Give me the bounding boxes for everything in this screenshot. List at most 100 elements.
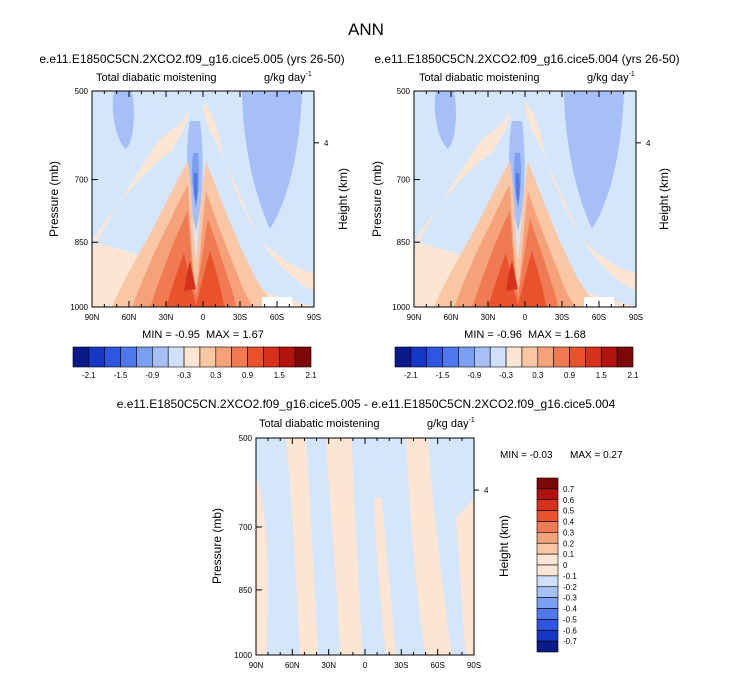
panel-2-colorbar-cell-10 bbox=[536, 586, 559, 598]
panel-0-colorbar-cell-11 bbox=[247, 346, 264, 368]
panel-0-colorbar-label-4: 0.3 bbox=[210, 371, 222, 380]
panel-2-ylabel-right: Height (km) bbox=[497, 515, 511, 577]
panel-0-xtick-label-2: 30N bbox=[159, 313, 174, 322]
panel-0-colorbar-cell-1 bbox=[88, 346, 106, 368]
panel-2-variable: Total diabatic moistening bbox=[259, 418, 379, 430]
panel-1-colorbar-cell-13 bbox=[600, 346, 618, 368]
panel-0-colorbar-cell-14 bbox=[294, 346, 312, 368]
panel-2-colorbar-label-3: 0.4 bbox=[563, 518, 575, 527]
panel-1-xtick-label-0: 90N bbox=[407, 313, 422, 322]
panel-1-colorbar-cell-0 bbox=[394, 346, 412, 368]
panel-2-colorbar-label-6: 0.1 bbox=[563, 550, 575, 559]
panel-2-ylabel: Pressure (mb) bbox=[210, 508, 224, 584]
panel-2-colorbar-cell-8 bbox=[536, 564, 559, 577]
panel-1-xtick-label-3: 0 bbox=[523, 313, 528, 322]
panel-0-ytick-label-0: 500 bbox=[75, 87, 89, 96]
panel-2-colorbar-label-13: -0.6 bbox=[563, 626, 577, 635]
panel-1-colorbar-cell-7 bbox=[505, 346, 523, 368]
panel-0-colorbar-cell-12 bbox=[263, 346, 280, 368]
panel-2-colorbar-label-8: -0.1 bbox=[563, 572, 577, 581]
panel-2-colorbar-label-12: -0.5 bbox=[563, 615, 577, 624]
panel-0-xtick-label-6: 90S bbox=[307, 313, 321, 322]
panel-2-colorbar-cell-0 bbox=[536, 477, 559, 490]
panel-2-colorbar-label-7: 0 bbox=[563, 561, 568, 570]
panel-2-xtick-label-2: 30N bbox=[321, 661, 336, 670]
panel-1-colorbar-cell-3 bbox=[442, 346, 459, 368]
panel-2-colorbar-label-4: 0.3 bbox=[563, 528, 575, 537]
panel-2-colorbar-label-14: -0.7 bbox=[563, 637, 577, 646]
panel-0-colorbar-cell-4 bbox=[136, 346, 153, 368]
panel-0-xtick-label-4: 30S bbox=[233, 313, 247, 322]
panel-2-colorbar-cell-1 bbox=[536, 488, 559, 501]
panel-1-colorbar-cell-6 bbox=[489, 346, 507, 368]
panel-1-colorbar-cell-9 bbox=[537, 346, 554, 368]
panel-0: e.e11.E1850C5CN.2XCO2.f09_g16.cice5.005 … bbox=[39, 52, 350, 380]
panel-0-colorbar-label-6: 1.5 bbox=[274, 371, 286, 380]
panel-1-units: g/kg day-1 bbox=[587, 71, 635, 84]
panel-0-units: g/kg day-1 bbox=[264, 71, 312, 84]
panel-1-xtick-label-1: 60N bbox=[444, 313, 459, 322]
panel-0-colorbar-label-3: -0.3 bbox=[177, 371, 191, 380]
panel-2-colorbar-cell-11 bbox=[536, 597, 559, 609]
panel-1-ytick-label-2: 850 bbox=[397, 238, 411, 247]
panel-2-stats-min: MIN = -0.03 bbox=[500, 450, 553, 461]
panel-2-ytick-label-1: 700 bbox=[239, 523, 253, 532]
panel-2-colorbar-cell-9 bbox=[536, 575, 559, 588]
panel-0-xtick-label-0: 90N bbox=[85, 313, 100, 322]
panel-0-xtick-label-3: 0 bbox=[201, 313, 206, 322]
panel-1-ylabel-right: Height (km) bbox=[657, 168, 671, 230]
panel-1-colorbar-cell-11 bbox=[569, 346, 586, 368]
panel-0-colorbar-cell-3 bbox=[120, 346, 137, 368]
panel-1-ytick-label-1: 700 bbox=[397, 176, 411, 185]
panel-2-stats-max: MAX = 0.27 bbox=[570, 450, 623, 461]
panel-0-colorbar-cell-10 bbox=[231, 346, 248, 368]
panel-1-ytick-right-label-0: 4 bbox=[646, 139, 651, 148]
panel-0-colorbar-cell-8 bbox=[199, 346, 217, 368]
panel-0-ytick-label-1: 700 bbox=[75, 176, 89, 185]
panel-1-colorbar-cell-8 bbox=[521, 346, 539, 368]
panel-0-colorbar-cell-9 bbox=[215, 346, 232, 368]
panel-1-ytick-label-3: 1000 bbox=[392, 303, 410, 312]
panel-1-colorbar-cell-2 bbox=[426, 346, 443, 368]
panel-1-colorbar-label-0: -2.1 bbox=[404, 371, 418, 380]
panel-0-stats: MIN = -0.95 MAX = 1.67 bbox=[142, 329, 264, 341]
panel-2-colorbar-label-0: 0.7 bbox=[563, 485, 575, 494]
panel-0-colorbar-label-1: -1.5 bbox=[114, 371, 128, 380]
panel-1: e.e11.E1850C5CN.2XCO2.f09_g16.cice5.004 … bbox=[370, 52, 680, 380]
panel-2-colorbar-label-5: 0.2 bbox=[563, 539, 575, 548]
panel-1-colorbar-label-7: 2.1 bbox=[627, 371, 639, 380]
panel-0-colorbar-cell-0 bbox=[72, 346, 90, 368]
panel-1-colorbar-label-2: -0.9 bbox=[467, 371, 481, 380]
panel-2-colorbar-cell-7 bbox=[536, 553, 559, 566]
panel-0-colorbar-label-5: 0.9 bbox=[242, 371, 254, 380]
panel-1-field bbox=[414, 91, 636, 307]
panel-2-xtick-label-0: 90N bbox=[249, 661, 264, 670]
panel-2-colorbar-cell-2 bbox=[536, 499, 559, 511]
panel-0-colorbar-cell-7 bbox=[183, 346, 201, 368]
panel-2-colorbar-label-9: -0.2 bbox=[563, 583, 577, 592]
panel-0-xtick-label-1: 60N bbox=[122, 313, 137, 322]
panel-2-colorbar-cell-6 bbox=[536, 542, 559, 555]
panel-0-colorbar-cell-2 bbox=[104, 346, 121, 368]
panel-1-ylabel: Pressure (mb) bbox=[370, 161, 384, 237]
panel-2-title: e.e11.E1850C5CN.2XCO2.f09_g16.cice5.005 … bbox=[117, 397, 616, 411]
panel-1-colorbar-label-6: 1.5 bbox=[596, 371, 608, 380]
panel-1-stats: MIN = -0.96 MAX = 1.68 bbox=[464, 329, 586, 341]
panel-0-ytick-label-2: 850 bbox=[75, 238, 89, 247]
panel-1-xtick-label-2: 30N bbox=[481, 313, 496, 322]
panel-0-colorbar-label-2: -0.9 bbox=[145, 371, 159, 380]
panel-0-colorbar-label-7: 2.1 bbox=[305, 371, 317, 380]
panel-2-ytick-label-3: 1000 bbox=[234, 651, 252, 660]
panel-2-field bbox=[256, 438, 474, 655]
panel-0-ytick-right-label-0: 4 bbox=[324, 139, 329, 148]
panel-2-xtick-label-4: 30S bbox=[394, 661, 408, 670]
panel-2-ytick-label-2: 850 bbox=[239, 586, 253, 595]
panel-0-colorbar-label-0: -2.1 bbox=[82, 371, 96, 380]
panel-1-colorbar-cell-14 bbox=[616, 346, 634, 368]
panel-2-colorbar-cell-14 bbox=[536, 629, 559, 642]
panel-0-field bbox=[92, 91, 314, 307]
panel-0-xtick-label-5: 60S bbox=[270, 313, 284, 322]
panel-2-colorbar-label-2: 0.5 bbox=[563, 507, 575, 516]
panel-1-colorbar-cell-12 bbox=[585, 346, 602, 368]
